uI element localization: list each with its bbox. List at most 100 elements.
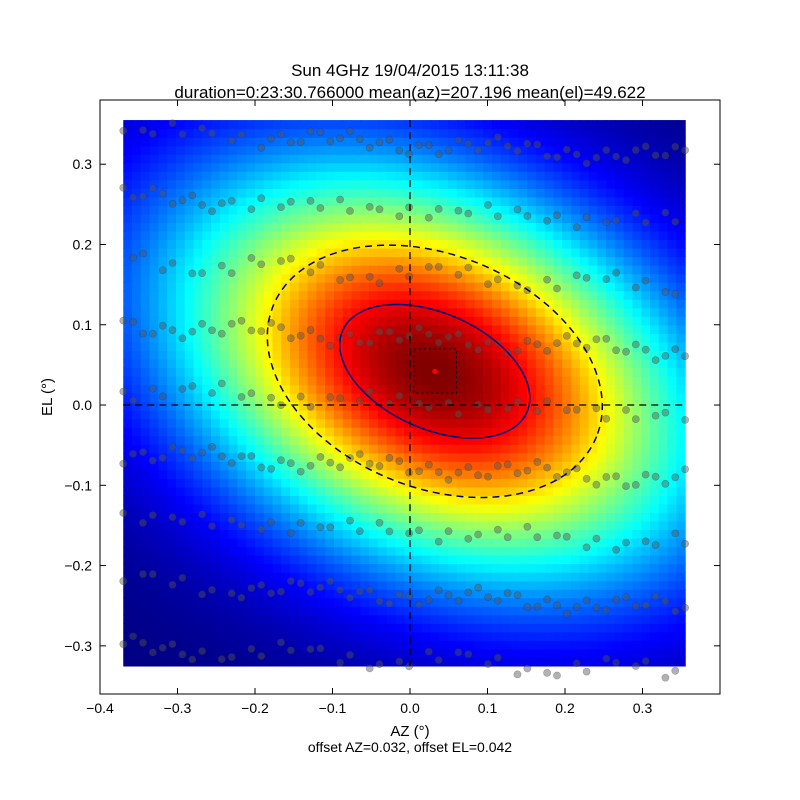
scan-point [326, 577, 335, 586]
heatmap-cell [500, 137, 511, 147]
heatmap-cell [597, 469, 607, 479]
heatmap-cell [149, 427, 159, 437]
heatmap-cell [570, 162, 581, 172]
heatmap-cell [351, 350, 361, 360]
heatmap-cell [430, 452, 440, 462]
scan-point [198, 269, 206, 277]
heatmap-cell [597, 282, 607, 292]
heatmap-cell [553, 392, 563, 403]
heatmap-cell [597, 606, 607, 616]
heatmap-cell [491, 265, 502, 275]
heatmap-cell [211, 248, 221, 258]
heatmap-cell [149, 640, 159, 650]
heatmap-cell [553, 580, 563, 590]
heatmap-cell [588, 410, 598, 420]
heatmap-cell [263, 606, 274, 616]
heatmap-cell [588, 418, 598, 428]
heatmap-cell [465, 461, 476, 471]
heatmap-cell [281, 299, 291, 309]
heatmap-cell [448, 503, 458, 513]
heatmap-cell [491, 563, 502, 573]
heatmap-cell [641, 324, 651, 334]
heatmap-cell [623, 631, 634, 641]
beam-heatmap [123, 120, 686, 667]
heatmap-cell [202, 265, 212, 275]
heatmap-cell [167, 171, 177, 181]
heatmap-cell [421, 640, 432, 650]
heatmap-cell [281, 580, 291, 590]
heatmap-cell [623, 367, 634, 377]
heatmap-cell [377, 461, 388, 471]
heatmap-cell [439, 282, 449, 292]
heatmap-cell [623, 145, 634, 155]
heatmap-cell [263, 572, 274, 582]
heatmap-cell [228, 120, 238, 130]
heatmap-cell [369, 341, 379, 351]
heatmap-cell [395, 375, 405, 386]
heatmap-cell [290, 137, 300, 147]
heatmap-cell [597, 316, 607, 326]
heatmap-cell [149, 171, 159, 181]
scan-point [306, 127, 315, 136]
heatmap-cell [544, 401, 555, 411]
heatmap-cell [483, 324, 493, 334]
heatmap-cell [421, 341, 432, 351]
heatmap-cell [228, 230, 238, 241]
heatmap-cell [211, 401, 221, 411]
heatmap-cell [448, 179, 458, 189]
heatmap-cell [614, 282, 625, 292]
heatmap-cell [614, 239, 625, 249]
offset-center-marker [432, 368, 438, 374]
heatmap-cell [579, 248, 590, 258]
heatmap-cell [456, 392, 467, 403]
heatmap-cell [158, 299, 168, 309]
heatmap-cell [175, 555, 186, 565]
heatmap-cell [272, 529, 282, 539]
heatmap-cell [614, 358, 625, 368]
heatmap-cell [377, 333, 388, 343]
scan-point [178, 130, 187, 139]
heatmap-cell [377, 478, 388, 488]
heatmap-cell [158, 265, 168, 275]
heatmap-cell [202, 179, 212, 189]
heatmap-cell [333, 563, 344, 573]
heatmap-cell [228, 265, 238, 275]
scan-point [148, 184, 157, 192]
heatmap-cell [307, 316, 317, 326]
heatmap-cell [246, 614, 256, 624]
heatmap-cell [421, 333, 432, 343]
heatmap-cell [676, 375, 686, 386]
heatmap-cell [623, 640, 634, 650]
heatmap-cell [254, 316, 265, 326]
heatmap-cell [641, 589, 651, 599]
heatmap-cell [658, 495, 669, 505]
heatmap-cell [562, 282, 572, 292]
heatmap-cell [456, 248, 467, 258]
heatmap-cell [193, 623, 203, 633]
heatmap-cell [228, 222, 238, 232]
heatmap-cell [491, 154, 502, 164]
scan-point [681, 539, 689, 548]
heatmap-cell [474, 572, 484, 582]
heatmap-cell [202, 196, 212, 206]
heatmap-cell [193, 341, 203, 351]
heatmap-cell [228, 392, 238, 403]
scan-point [227, 319, 236, 328]
scan-point [365, 338, 374, 347]
heatmap-cell [650, 358, 660, 368]
scan-point [484, 280, 492, 288]
heatmap-cell [219, 529, 230, 539]
heatmap-cell [158, 478, 168, 488]
heatmap-cell [351, 299, 361, 309]
scan-point [572, 150, 581, 159]
heatmap-cell [632, 461, 642, 471]
scan-point [217, 329, 226, 338]
heatmap-cell [246, 537, 256, 548]
heatmap-cell [316, 239, 326, 249]
heatmap-cell [316, 623, 326, 633]
heatmap-cell [650, 648, 660, 658]
heatmap-cell [281, 179, 291, 189]
heatmap-cell [263, 358, 274, 368]
heatmap-cell [667, 486, 677, 496]
heatmap-cell [193, 657, 203, 667]
